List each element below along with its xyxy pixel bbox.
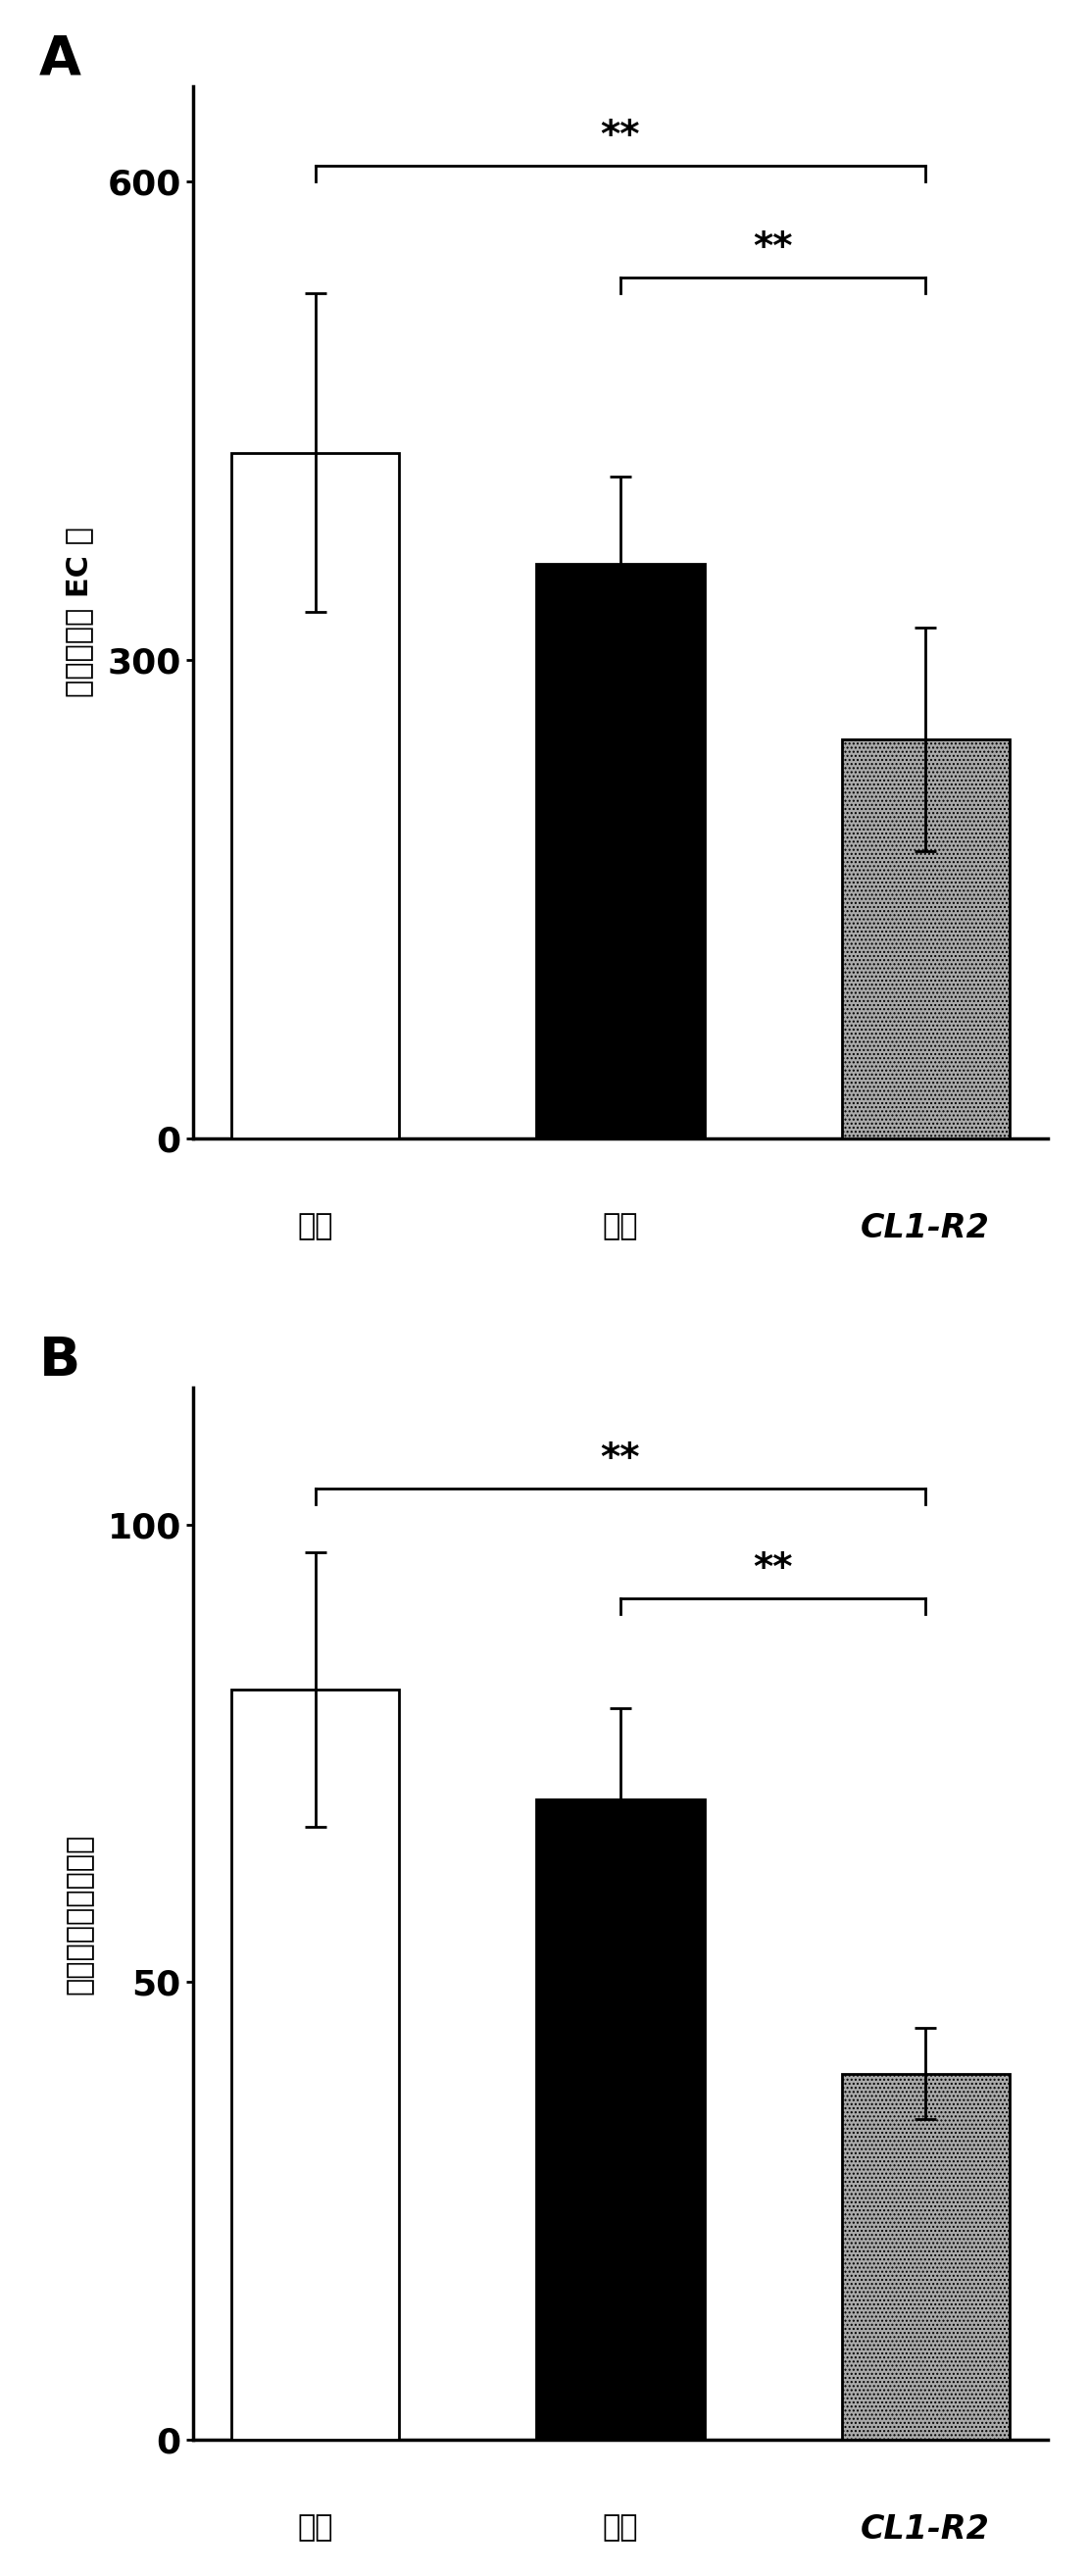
Text: **: ** <box>754 229 793 268</box>
Y-axis label: 每切片平均 EC 核: 每切片平均 EC 核 <box>65 526 94 698</box>
Bar <box>537 564 705 1139</box>
Text: CL1-R2: CL1-R2 <box>860 2514 990 2545</box>
Text: CL1-R2: CL1-R2 <box>860 1211 990 1244</box>
Bar <box>232 1690 400 2439</box>
Text: **: ** <box>601 118 640 155</box>
Bar <box>232 453 400 1139</box>
Text: 对照: 对照 <box>602 1211 638 1239</box>
Text: B: B <box>39 1334 81 1388</box>
Bar <box>842 739 1010 1139</box>
Text: 对照: 对照 <box>602 2514 638 2543</box>
Text: 模拟: 模拟 <box>297 1211 333 1239</box>
Bar <box>537 1798 705 2439</box>
Text: **: ** <box>754 1551 793 1587</box>
Y-axis label: 每切片平均血管内腔: 每切片平均血管内腔 <box>65 1834 94 1994</box>
Text: **: ** <box>601 1440 640 1479</box>
Text: 模拟: 模拟 <box>297 2514 333 2543</box>
Text: A: A <box>39 33 81 85</box>
Bar <box>842 2074 1010 2439</box>
